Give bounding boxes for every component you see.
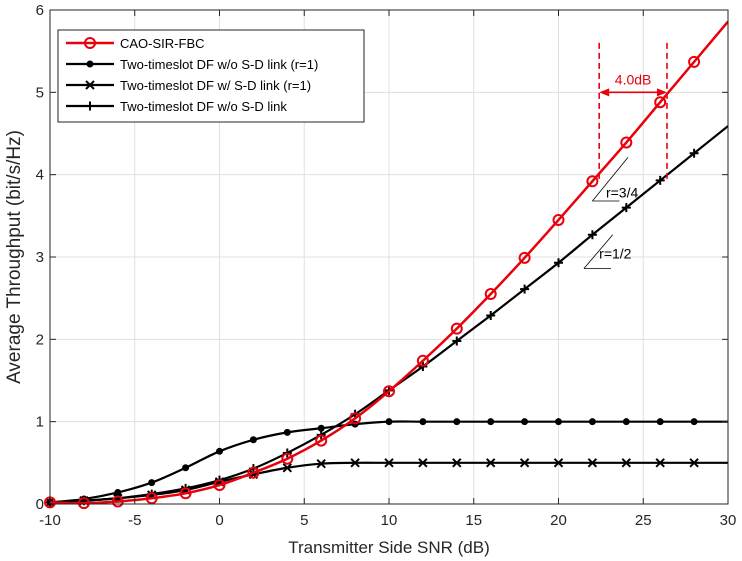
data-point-1 xyxy=(419,418,427,426)
x-tick-label: 30 xyxy=(720,512,737,529)
gap-arrow-head-left xyxy=(599,88,610,97)
y-tick-label: 5 xyxy=(36,84,44,101)
data-point-0 xyxy=(111,495,124,508)
axis-ticks: -10 -5 0 5 10 15 20 25 30 0 1 2 3 4 5 6 xyxy=(36,2,737,529)
data-point-1 xyxy=(216,447,223,455)
x-tick-label: -5 xyxy=(128,512,141,529)
data-point-3 xyxy=(689,148,699,158)
legend-label-2: Two-timeslot DF w/ S-D link (r=1) xyxy=(120,78,311,93)
series-group xyxy=(44,20,729,510)
data-point-2 xyxy=(519,458,530,468)
data-point-1 xyxy=(690,418,698,426)
slope-line-0 xyxy=(592,157,629,202)
data-point-1 xyxy=(622,418,630,426)
data-point-1 xyxy=(521,418,529,426)
slope-label-0: r=3/4 xyxy=(606,185,639,201)
y-tick-label: 4 xyxy=(36,167,44,184)
data-point-1 xyxy=(385,418,393,426)
data-point-3 xyxy=(655,175,665,185)
legend-marker-2 xyxy=(85,80,95,90)
y-tick-label: 6 xyxy=(36,2,44,19)
data-point-0 xyxy=(688,55,701,68)
y-tick-label: 1 xyxy=(36,414,44,431)
data-point-0 xyxy=(552,213,565,226)
y-tick-label: 0 xyxy=(36,496,44,513)
x-tick-label: -10 xyxy=(39,512,61,529)
data-point-1 xyxy=(182,464,190,472)
data-point-0 xyxy=(484,288,497,301)
data-point-0 xyxy=(77,497,90,510)
data-point-0 xyxy=(349,412,362,425)
gap-arrow-head-right xyxy=(656,88,667,97)
data-point-3 xyxy=(587,230,597,240)
data-point-1 xyxy=(453,418,461,426)
x-axis-label: Transmitter Side SNR (dB) xyxy=(288,538,490,557)
data-point-2 xyxy=(689,458,699,468)
x-tick-label: 10 xyxy=(381,512,398,529)
data-point-2 xyxy=(384,458,394,468)
data-point-0 xyxy=(654,96,667,109)
legend-marker-1 xyxy=(86,60,94,68)
data-point-3 xyxy=(520,284,530,294)
legend-label-1: Two-timeslot DF w/o S-D link (r=1) xyxy=(120,57,318,72)
x-tick-label: 5 xyxy=(300,512,308,529)
data-point-2 xyxy=(485,458,496,468)
y-axis-label: Average Throughput (bit/s/Hz) xyxy=(4,130,25,384)
data-point-0 xyxy=(315,434,328,447)
data-point-1 xyxy=(487,418,495,426)
data-point-0 xyxy=(620,136,633,149)
data-point-0 xyxy=(247,466,260,479)
data-point-2 xyxy=(621,458,632,468)
legend-marker-0 xyxy=(84,37,96,49)
gap-label: 4.0dB xyxy=(615,71,652,87)
data-point-0 xyxy=(383,385,395,398)
legend-label-3: Two-timeslot DF w/o S-D link xyxy=(120,99,287,114)
data-point-0 xyxy=(586,175,599,188)
annotation-group: 4.0dB r=3/4 r=1/2 xyxy=(583,42,668,269)
slope-line-1 xyxy=(583,234,614,269)
data-point-0 xyxy=(450,322,463,335)
data-point-0 xyxy=(416,354,429,367)
data-point-1 xyxy=(283,428,291,436)
x-tick-label: 20 xyxy=(550,512,567,529)
data-point-2 xyxy=(452,458,462,468)
data-point-2 xyxy=(587,458,598,468)
data-point-0 xyxy=(281,452,294,465)
slope-label-1: r=1/2 xyxy=(599,246,632,262)
data-point-1 xyxy=(555,418,562,426)
series-1 xyxy=(46,418,728,506)
series-line-0 xyxy=(49,20,729,505)
data-point-2 xyxy=(553,458,564,468)
legend: CAO-SIR-FBC Two-timeslot DF w/o S-D link … xyxy=(57,29,365,123)
legend-marker-3 xyxy=(85,101,95,111)
data-point-1 xyxy=(656,418,664,426)
x-tick-label: 0 xyxy=(215,512,223,529)
data-point-0 xyxy=(518,251,531,264)
data-point-3 xyxy=(621,203,631,213)
y-tick-label: 2 xyxy=(36,331,44,348)
data-point-2 xyxy=(655,458,665,468)
data-point-2 xyxy=(350,458,360,468)
data-point-2 xyxy=(418,458,428,468)
series-0 xyxy=(44,20,729,510)
y-tick-label: 3 xyxy=(36,249,44,266)
data-point-1 xyxy=(588,418,596,426)
data-point-1 xyxy=(148,479,156,487)
x-tick-label: 15 xyxy=(465,512,482,529)
data-point-0 xyxy=(145,492,158,505)
data-point-0 xyxy=(179,487,192,500)
legend-label-0: CAO-SIR-FBC xyxy=(120,36,205,51)
data-point-3 xyxy=(486,310,496,320)
data-point-2 xyxy=(282,463,293,473)
data-point-3 xyxy=(452,336,462,346)
data-point-0 xyxy=(213,479,226,492)
data-point-3 xyxy=(554,258,563,268)
data-point-2 xyxy=(316,458,326,469)
x-tick-label: 25 xyxy=(635,512,652,529)
data-point-1 xyxy=(249,436,257,444)
